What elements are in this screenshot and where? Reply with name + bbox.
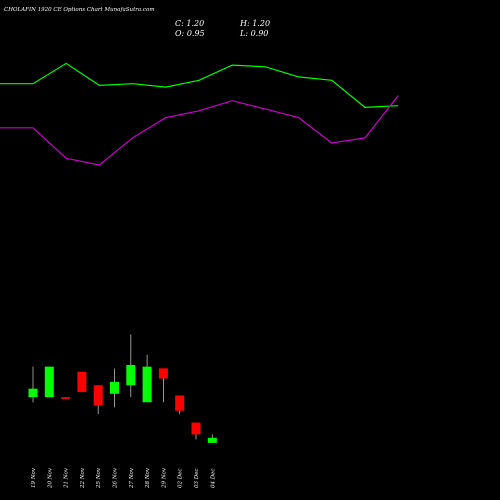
close-value: 1.20 <box>186 19 205 28</box>
x-tick-label: 03 Dec <box>194 469 200 489</box>
candle-body <box>158 368 168 379</box>
upper-band-line <box>0 62 399 109</box>
high-readout: H: 1.20 <box>240 19 271 28</box>
candle-19-nov <box>28 366 38 403</box>
candle-03-dec <box>191 422 201 440</box>
open-value: 0.95 <box>186 29 205 38</box>
close-readout: C: 1.20 <box>175 19 205 28</box>
candle-22-nov <box>77 371 87 393</box>
low-value: 0.90 <box>250 29 269 38</box>
x-tick-label: 19 Nov <box>31 467 37 488</box>
low-readout: L: 0.90 <box>240 29 269 38</box>
high-value: 1.20 <box>252 19 271 28</box>
candle-20-nov <box>44 366 54 398</box>
candle-body <box>110 381 119 394</box>
candle-27-nov <box>126 334 136 398</box>
candle-body <box>142 366 152 403</box>
candle-28-nov <box>142 354 152 403</box>
x-tick-label: 29 Nov <box>161 467 167 489</box>
candle-04-dec <box>207 434 217 443</box>
candle-body <box>175 395 185 411</box>
chart-title: CHOLAFIN 1920 CE Options Chart MunafaSut… <box>4 7 155 13</box>
x-tick-label: 02 Dec <box>178 469 184 489</box>
candle-29-nov <box>158 368 168 403</box>
candle-body <box>28 388 38 398</box>
x-tick-label: 28 Nov <box>145 467 151 489</box>
candles <box>28 334 217 443</box>
candle-body <box>207 437 217 443</box>
open-readout: O: 0.95 <box>175 29 205 38</box>
lower-band-line <box>0 95 399 166</box>
x-tick-label: 20 Nov <box>47 467 53 489</box>
candle-body <box>126 364 136 386</box>
x-tick-label: 21 Nov <box>64 467 70 489</box>
candle-21-nov <box>61 397 71 399</box>
x-tick-label: 26 Nov <box>113 467 119 489</box>
candle-body <box>191 422 201 435</box>
candle-02-dec <box>175 395 185 415</box>
x-axis-tick-labels: 19 Nov 20 Nov 21 Nov 22 Nov 25 Nov 26 Nov 27 N… <box>31 467 216 489</box>
x-tick-label: 25 Nov <box>96 467 102 489</box>
x-tick-label: 22 Nov <box>80 467 86 489</box>
candle-body <box>77 371 87 393</box>
candle-26-nov <box>110 368 119 408</box>
candle-25-nov <box>93 385 103 415</box>
candle-body <box>44 366 54 398</box>
x-tick-label: 27 Nov <box>129 467 135 489</box>
candle-body <box>61 397 71 399</box>
x-tick-label: 04 Dec <box>210 469 216 489</box>
indicator-bands <box>0 62 399 166</box>
candle-body <box>93 385 103 406</box>
